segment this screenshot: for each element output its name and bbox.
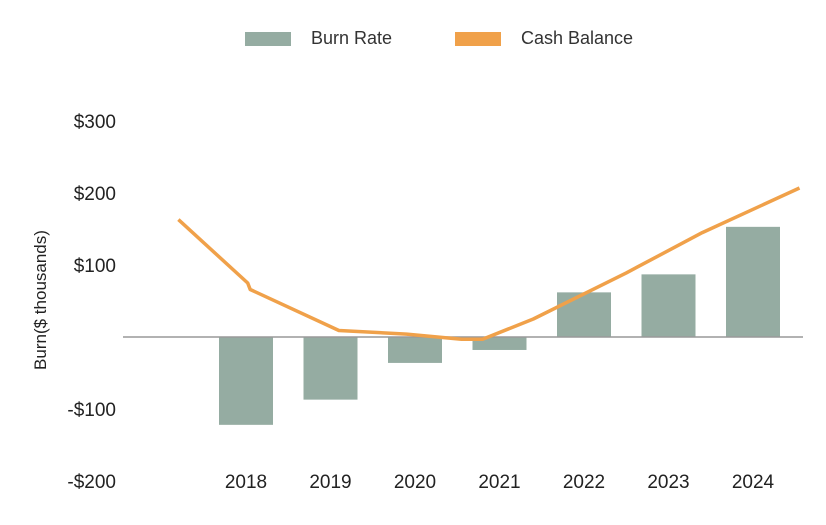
legend-swatch-cash-balance <box>455 31 501 46</box>
x-tick-group: 2018 2019 2020 2021 2022 2023 2024 <box>225 472 775 493</box>
bar-2024 <box>726 226 780 337</box>
x-tick-label-2024: 2024 <box>732 472 775 493</box>
bar-2023 <box>641 274 696 337</box>
y-axis-label: Burn($ thousands) <box>31 230 50 370</box>
legend: Burn Rate Cash Balance <box>0 28 826 52</box>
legend-swatch-burn-rate <box>245 31 291 46</box>
line-group <box>177 186 801 341</box>
x-tick-label-2019: 2019 <box>309 472 351 493</box>
y-tick-label: $300 <box>74 112 116 133</box>
bar-2021 <box>472 337 527 350</box>
y-tick-label: -$200 <box>67 472 116 493</box>
bar-2022 <box>557 292 611 337</box>
cash-balance-line <box>177 186 801 341</box>
y-tick-group: $300 $200 $100 -$100 -$200 <box>67 112 116 493</box>
legend-item-cash-balance: Cash Balance <box>455 28 633 49</box>
bar-2020 <box>388 337 442 363</box>
bar-2018 <box>219 337 273 425</box>
bar-2019 <box>303 337 358 400</box>
y-tick-label: -$100 <box>67 400 116 421</box>
x-tick-label-2023: 2023 <box>647 472 689 493</box>
x-tick-label-2020: 2020 <box>394 472 436 493</box>
x-tick-label-2021: 2021 <box>478 472 520 493</box>
x-tick-label-2018: 2018 <box>225 472 267 493</box>
legend-label-burn-rate: Burn Rate <box>311 28 393 48</box>
legend-label-cash-balance: Cash Balance <box>521 28 634 48</box>
y-tick-label: $100 <box>74 256 116 277</box>
bars-group <box>219 226 780 425</box>
legend-item-burn-rate: Burn Rate <box>245 28 392 49</box>
x-tick-label-2022: 2022 <box>563 472 605 493</box>
y-tick-label: $200 <box>74 184 116 205</box>
